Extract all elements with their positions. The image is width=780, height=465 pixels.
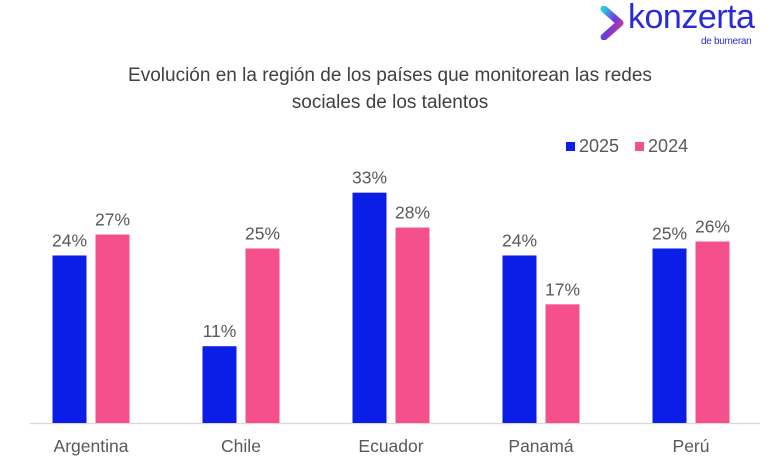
konzerta-logo: konzerta de bumeran [600,0,780,48]
data-label-2025-panamá: 24% [502,230,537,250]
category-label-chile: Chile [221,436,261,456]
logo-subtext: de bumeran [701,36,752,47]
bar-2025-argentina [52,255,87,423]
chart-title: Evolución en la región de los países que… [0,62,780,116]
data-label-2025-argentina: 24% [52,230,87,250]
category-label-ecuador: Ecuador [358,436,423,456]
bar-2024-chile [245,248,280,423]
bar-2024-panamá [545,304,580,423]
legend: 2025 2024 [566,136,704,157]
bar-2025-chile [202,346,237,423]
bar-2024-perú [695,241,730,423]
category-label-perú: Perú [673,436,710,456]
legend-label-2024: 2024 [648,136,689,156]
chart-title-line-1: Evolución en la región de los países que… [128,65,652,86]
legend-item-2024: 2024 [635,136,688,157]
data-label-2025-chile: 11% [203,321,237,341]
legend-item-2025: 2025 [566,136,619,157]
bar-2025-ecuador [352,192,387,423]
data-label-2024-panamá: 17% [545,279,580,299]
bar-2025-perú [652,248,687,423]
bar-2024-argentina [95,234,130,423]
category-label-panamá: Panamá [508,436,573,456]
logo-text: konzerta [628,0,755,36]
category-label-argentina: Argentina [54,436,129,456]
data-label-2025-perú: 25% [652,224,687,244]
legend-label-2025: 2025 [579,136,620,156]
logo-chevron-icon [600,6,624,40]
chart-title-line-2: sociales de los talentos [291,92,489,113]
legend-swatch-2025 [566,142,575,151]
data-label-2024-argentina: 27% [95,210,130,230]
bar-2024-ecuador [395,227,430,423]
data-label-2025-ecuador: 33% [352,168,387,188]
bar-2025-panamá [502,255,537,423]
legend-swatch-2024 [635,142,645,151]
data-label-2024-perú: 26% [695,217,730,237]
data-label-2024-chile: 25% [245,224,280,244]
data-label-2024-ecuador: 28% [395,203,430,223]
